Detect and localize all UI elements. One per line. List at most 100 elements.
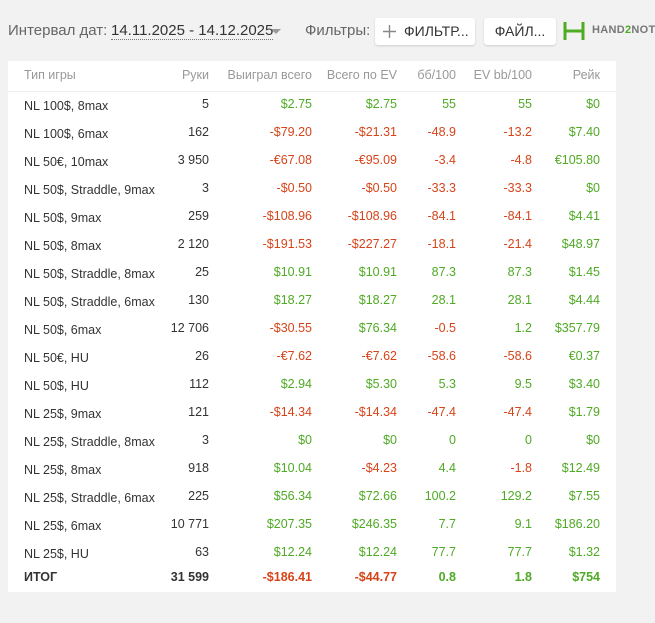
table-cell: -33.3 bbox=[427, 181, 457, 195]
table-cell: 225 bbox=[188, 489, 209, 503]
date-range[interactable]: 14.11.2025 - 14.12.2025 bbox=[111, 22, 274, 40]
table-cell: 121 bbox=[188, 405, 209, 419]
table-cell: 0 bbox=[525, 433, 532, 447]
game-type: NL 50€, 10max bbox=[24, 155, 109, 169]
table-cell: $357.79 bbox=[554, 321, 600, 335]
column-header: Руки bbox=[181, 68, 209, 82]
table-cell: $76.34 bbox=[358, 321, 397, 335]
header-divider bbox=[8, 91, 616, 92]
column-header: бб/100 bbox=[417, 68, 456, 82]
table-cell: -18.1 bbox=[427, 237, 457, 251]
table-cell: 5 bbox=[202, 97, 209, 111]
date-label: Интервал дат: bbox=[8, 22, 108, 39]
table-cell: $0 bbox=[298, 433, 312, 447]
total-cell: 31 599 bbox=[170, 570, 209, 584]
column-header: Рейк bbox=[572, 68, 600, 82]
logo-part: HAND bbox=[592, 24, 625, 36]
table-cell: -€95.09 bbox=[354, 153, 397, 167]
table-cell: -58.6 bbox=[503, 349, 533, 363]
table-cell: -4.8 bbox=[510, 153, 532, 167]
table-cell: 26 bbox=[195, 349, 209, 363]
table-cell: 9.5 bbox=[514, 377, 532, 391]
table-cell: 25 bbox=[195, 265, 209, 279]
game-type: NL 25$, HU bbox=[24, 547, 89, 561]
table-cell: 2 120 bbox=[177, 237, 209, 251]
game-type: NL 25$, 6max bbox=[24, 519, 102, 533]
report-table: Тип игры Руки Выиграл всего Всего по EV бб/1… bbox=[8, 61, 616, 592]
table-cell: $12.24 bbox=[358, 545, 397, 559]
table-cell: 100.2 bbox=[424, 489, 456, 503]
game-type: NL 50$, Straddle, 9max bbox=[24, 183, 155, 197]
table-cell: $48.97 bbox=[561, 237, 600, 251]
table-cell: -1.8 bbox=[510, 461, 532, 475]
table-cell: $18.27 bbox=[358, 293, 397, 307]
table-cell: 55 bbox=[442, 97, 456, 111]
table-cell: 5.3 bbox=[438, 377, 456, 391]
table-cell: 0 bbox=[449, 433, 456, 447]
total-cell: 1.8 bbox=[514, 570, 532, 584]
table-cell: -$227.27 bbox=[347, 237, 397, 251]
table-cell: $12.24 bbox=[273, 545, 312, 559]
filters-label: Фильтры: bbox=[305, 22, 371, 39]
table-cell: -0.5 bbox=[434, 321, 456, 335]
table-cell: $0 bbox=[586, 181, 600, 195]
table-cell: $7.40 bbox=[568, 125, 600, 139]
game-type: NL 50$, 9max bbox=[24, 211, 102, 225]
total-cell: -$44.77 bbox=[354, 570, 397, 584]
game-type: NL 50$, Straddle, 6max bbox=[24, 295, 155, 309]
column-header: Всего по EV bbox=[326, 68, 397, 82]
table-cell: 129.2 bbox=[500, 489, 532, 503]
filter-button-text: ФИЛЬТР... bbox=[404, 23, 469, 39]
game-type: NL 25$, 8max bbox=[24, 463, 102, 477]
table-cell: -$0.50 bbox=[276, 181, 312, 195]
table-cell: -€7.62 bbox=[361, 349, 397, 363]
table-cell: -13.2 bbox=[503, 125, 533, 139]
table-cell: -$30.55 bbox=[269, 321, 312, 335]
table-cell: $4.41 bbox=[568, 209, 600, 223]
game-type: NL 50$, Straddle, 8max bbox=[24, 267, 155, 281]
table-cell: -84.1 bbox=[427, 209, 457, 223]
table-cell: 112 bbox=[189, 377, 209, 391]
table-cell: 130 bbox=[188, 293, 209, 307]
table-cell: €0.37 bbox=[568, 349, 600, 363]
table-cell: $1.32 bbox=[568, 545, 600, 559]
table-cell: 4.4 bbox=[438, 461, 456, 475]
table-cell: -$0.50 bbox=[361, 181, 397, 195]
file-button[interactable]: ФАЙЛ... bbox=[484, 18, 556, 45]
table-cell: $186.20 bbox=[554, 517, 600, 531]
table-cell: 3 bbox=[202, 433, 209, 447]
table-cell: -47.4 bbox=[503, 405, 533, 419]
table-cell: $0 bbox=[383, 433, 397, 447]
table-cell: -$14.34 bbox=[269, 405, 312, 419]
table-cell: -$14.34 bbox=[354, 405, 397, 419]
table-cell: 3 950 bbox=[177, 153, 209, 167]
logo: HAND2NOTE bbox=[592, 24, 655, 36]
filter-button[interactable]: ФИЛЬТР... bbox=[375, 18, 475, 45]
table-cell: 3 bbox=[202, 181, 209, 195]
total-cell: 0.8 bbox=[438, 570, 456, 584]
table-cell: 77.7 bbox=[507, 545, 532, 559]
table-cell: $7.55 bbox=[568, 489, 600, 503]
column-header: EV bb/100 bbox=[473, 68, 532, 82]
game-type: NL 25$, Straddle, 8max bbox=[24, 435, 155, 449]
table-cell: -€67.08 bbox=[269, 153, 312, 167]
table-cell: $0 bbox=[586, 97, 600, 111]
table-cell: 77.7 bbox=[431, 545, 456, 559]
table-cell: -€7.62 bbox=[276, 349, 312, 363]
table-cell: -47.4 bbox=[427, 405, 457, 419]
logo-part: 2 bbox=[624, 24, 632, 36]
total-cell: $754 bbox=[572, 570, 600, 584]
table-cell: 259 bbox=[188, 209, 209, 223]
table-cell: $2.75 bbox=[365, 97, 397, 111]
table-cell: -$191.53 bbox=[262, 237, 312, 251]
table-cell: $0 bbox=[586, 433, 600, 447]
table-cell: $18.27 bbox=[273, 293, 312, 307]
table-cell: €105.80 bbox=[554, 153, 600, 167]
logo-icon bbox=[563, 22, 585, 40]
table-cell: 1.2 bbox=[514, 321, 532, 335]
table-cell: $10.04 bbox=[273, 461, 312, 475]
table-cell: $10.91 bbox=[273, 265, 312, 279]
table-cell: $4.44 bbox=[568, 293, 600, 307]
dropdown-caret[interactable] bbox=[271, 29, 281, 34]
